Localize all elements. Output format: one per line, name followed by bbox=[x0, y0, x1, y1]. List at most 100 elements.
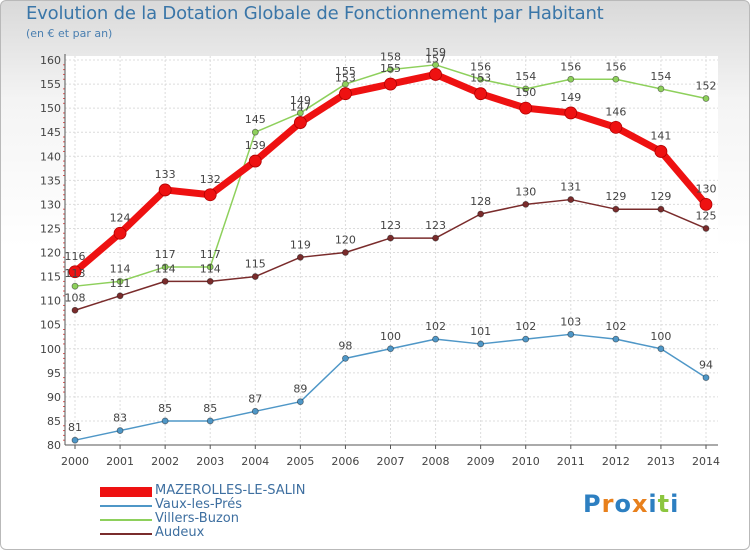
logo-letter: x bbox=[631, 490, 649, 518]
logo-letter: r bbox=[601, 490, 615, 518]
data-label-mazerolles-le-salin: 147 bbox=[290, 101, 311, 114]
data-label-vaux-les-pr-s: 103 bbox=[560, 315, 581, 328]
data-point-vaux-les-pr-s bbox=[522, 335, 530, 343]
chart-title: Evolution de la Dotation Globale de Fonc… bbox=[26, 3, 604, 24]
data-label-vaux-les-pr-s: 100 bbox=[380, 330, 401, 343]
y-tick-label: 80 bbox=[47, 439, 61, 452]
data-label-audeux: 125 bbox=[696, 209, 717, 222]
data-point-mazerolles-le-salin bbox=[699, 197, 713, 211]
data-label-audeux: 123 bbox=[425, 219, 446, 232]
legend-swatch bbox=[100, 505, 152, 507]
data-point-villers-buzon bbox=[657, 85, 665, 93]
y-tick-label: 145 bbox=[40, 126, 61, 139]
data-label-vaux-les-pr-s: 102 bbox=[425, 320, 446, 333]
data-point-vaux-les-pr-s bbox=[71, 436, 79, 444]
data-label-vaux-les-pr-s: 85 bbox=[158, 402, 172, 415]
data-label-vaux-les-pr-s: 101 bbox=[470, 325, 491, 338]
logo-letter: P bbox=[583, 490, 602, 518]
legend-swatch bbox=[100, 487, 152, 497]
data-label-mazerolles-le-salin: 150 bbox=[515, 86, 536, 99]
data-label-villers-buzon: 155 bbox=[335, 65, 356, 78]
y-tick-label: 150 bbox=[40, 102, 61, 115]
data-point-vaux-les-pr-s bbox=[116, 427, 124, 434]
data-point-vaux-les-pr-s bbox=[477, 340, 485, 348]
data-point-mazerolles-le-salin bbox=[248, 154, 262, 168]
data-label-mazerolles-le-salin: 155 bbox=[380, 62, 401, 75]
data-point-audeux bbox=[206, 277, 214, 285]
data-label-audeux: 114 bbox=[200, 262, 221, 275]
data-point-mazerolles-le-salin bbox=[293, 116, 307, 129]
data-label-vaux-les-pr-s: 102 bbox=[605, 320, 626, 333]
data-label-audeux: 123 bbox=[380, 219, 401, 232]
x-tick-label: 2008 bbox=[422, 455, 450, 468]
x-tick-label: 2004 bbox=[241, 455, 269, 468]
data-point-mazerolles-le-salin bbox=[158, 183, 172, 197]
data-point-mazerolles-le-salin bbox=[609, 120, 623, 134]
data-point-vaux-les-pr-s bbox=[296, 398, 304, 406]
legend-label: Villers-Buzon bbox=[155, 511, 239, 526]
data-label-vaux-les-pr-s: 100 bbox=[650, 330, 671, 343]
data-label-villers-buzon: 154 bbox=[650, 70, 671, 83]
data-label-mazerolles-le-salin: 124 bbox=[110, 211, 131, 224]
data-point-villers-buzon bbox=[116, 277, 124, 285]
data-label-villers-buzon: 149 bbox=[290, 94, 311, 107]
legend-label: MAZEROLLES-LE-SALIN bbox=[155, 483, 306, 498]
data-point-vaux-les-pr-s bbox=[387, 345, 394, 353]
data-point-audeux bbox=[702, 225, 710, 232]
data-label-audeux: 115 bbox=[245, 258, 266, 271]
x-tick-label: 2014 bbox=[692, 455, 720, 468]
chart-subtitle: (en € et par an) bbox=[26, 27, 113, 40]
data-label-audeux: 129 bbox=[650, 190, 671, 203]
y-tick-label: 140 bbox=[40, 150, 61, 163]
data-point-villers-buzon bbox=[251, 128, 259, 136]
data-point-audeux bbox=[387, 234, 394, 242]
x-tick-label: 2010 bbox=[512, 455, 540, 468]
y-tick-label: 130 bbox=[40, 198, 61, 211]
data-label-mazerolles-le-salin: 153 bbox=[470, 72, 491, 85]
data-label-audeux: 119 bbox=[290, 238, 311, 251]
data-label-mazerolles-le-salin: 139 bbox=[245, 139, 266, 152]
data-point-villers-buzon bbox=[612, 75, 620, 83]
x-tick-label: 2000 bbox=[61, 455, 89, 468]
data-point-mazerolles-le-salin bbox=[474, 87, 488, 101]
data-point-audeux bbox=[432, 234, 439, 242]
data-label-audeux: 128 bbox=[470, 195, 491, 208]
data-label-audeux: 108 bbox=[65, 291, 86, 304]
x-tick-label: 2009 bbox=[467, 455, 495, 468]
legend-label: Audeux bbox=[155, 525, 205, 540]
data-label-audeux: 111 bbox=[110, 277, 131, 290]
y-tick-label: 160 bbox=[40, 54, 61, 67]
data-label-mazerolles-le-salin: 146 bbox=[605, 105, 626, 118]
data-label-audeux: 120 bbox=[335, 234, 356, 247]
data-point-audeux bbox=[657, 205, 665, 213]
data-point-mazerolles-le-salin bbox=[68, 265, 82, 279]
data-label-villers-buzon: 156 bbox=[560, 60, 581, 73]
data-label-audeux: 129 bbox=[605, 190, 626, 203]
logo-letter: i bbox=[648, 490, 658, 518]
data-label-vaux-les-pr-s: 89 bbox=[293, 383, 307, 396]
data-label-audeux: 130 bbox=[515, 185, 536, 198]
data-point-audeux bbox=[342, 249, 349, 256]
data-point-mazerolles-le-salin bbox=[564, 106, 578, 120]
data-label-villers-buzon: 156 bbox=[470, 60, 491, 73]
x-tick-label: 2003 bbox=[196, 455, 224, 468]
data-label-vaux-les-pr-s: 98 bbox=[338, 339, 352, 352]
data-label-villers-buzon: 117 bbox=[155, 248, 176, 261]
data-label-vaux-les-pr-s: 85 bbox=[203, 402, 217, 415]
logo-letter: i bbox=[670, 490, 680, 518]
data-label-mazerolles-le-salin: 141 bbox=[650, 129, 671, 142]
data-point-mazerolles-le-salin bbox=[654, 145, 668, 158]
data-point-audeux bbox=[251, 273, 259, 280]
data-label-vaux-les-pr-s: 83 bbox=[113, 412, 127, 425]
data-point-audeux bbox=[477, 210, 485, 218]
data-point-mazerolles-le-salin bbox=[113, 226, 127, 240]
data-point-mazerolles-le-salin bbox=[519, 101, 533, 115]
x-tick-label: 2001 bbox=[106, 455, 134, 468]
data-label-villers-buzon: 154 bbox=[515, 70, 536, 83]
data-point-vaux-les-pr-s bbox=[702, 374, 710, 382]
data-label-villers-buzon: 159 bbox=[425, 46, 446, 59]
y-tick-label: 155 bbox=[40, 78, 61, 91]
data-label-mazerolles-le-salin: 132 bbox=[200, 173, 221, 186]
data-label-vaux-les-pr-s: 102 bbox=[515, 320, 536, 333]
